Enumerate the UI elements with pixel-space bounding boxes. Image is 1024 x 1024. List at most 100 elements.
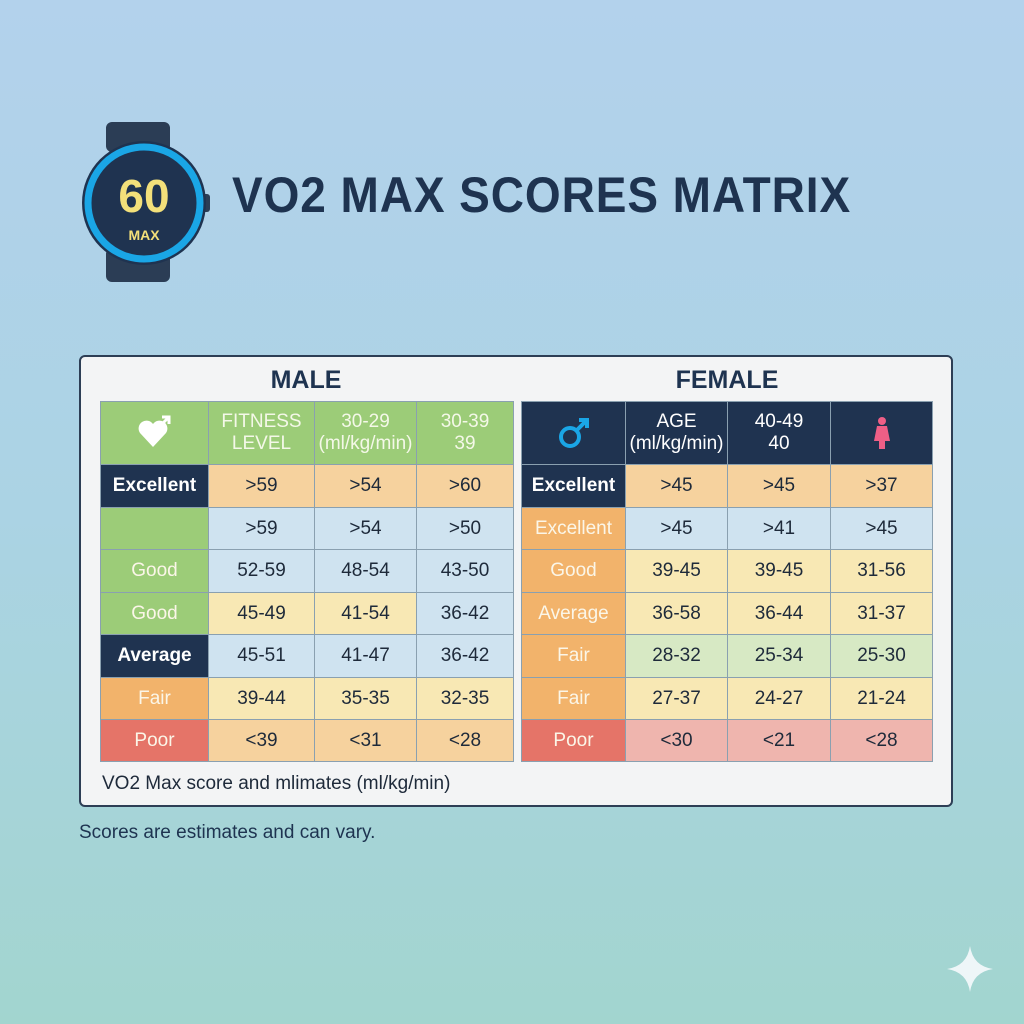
score: 27-37 bbox=[652, 687, 701, 709]
table-cell: >59 bbox=[208, 464, 315, 508]
score: >45 bbox=[865, 517, 898, 539]
table-cell: Good bbox=[100, 549, 209, 593]
table-title: FEMALE bbox=[675, 366, 779, 394]
header-line: (ml/kg/min) bbox=[318, 433, 413, 454]
score: 36-42 bbox=[440, 602, 490, 624]
header-cell: AGE (ml/kg/min) bbox=[625, 401, 728, 465]
table-cell: Poor bbox=[100, 719, 209, 762]
header-line: LEVEL bbox=[231, 433, 292, 454]
table-cell: 52-59 bbox=[208, 549, 315, 593]
header-line: AGE bbox=[656, 411, 697, 432]
score: 31-56 bbox=[857, 560, 906, 581]
score: 43-50 bbox=[440, 560, 490, 581]
table-cell bbox=[100, 507, 209, 550]
header-cell: 40-49 40 bbox=[727, 401, 831, 465]
score: 52-59 bbox=[237, 560, 286, 581]
table-cell: 36-42 bbox=[416, 592, 514, 635]
score: <30 bbox=[660, 729, 693, 751]
table-cell: 48-54 bbox=[314, 549, 417, 593]
row-label: Good bbox=[131, 602, 178, 624]
caption: VO2 Max score and mlimates (ml/kg/min) bbox=[102, 773, 451, 794]
table-cell: <21 bbox=[727, 719, 831, 762]
table-cell: Good bbox=[100, 592, 209, 635]
table-cell: >45 bbox=[625, 464, 728, 508]
table-cell: Poor bbox=[521, 719, 626, 762]
score: 21-24 bbox=[857, 687, 906, 709]
table-cell: 31-37 bbox=[830, 592, 933, 635]
table-cell: Average bbox=[521, 592, 626, 635]
table-cell: Excellent bbox=[521, 507, 626, 550]
row-label: Fair bbox=[138, 687, 171, 709]
table-cell: <39 bbox=[208, 719, 315, 762]
table-cell: 43-50 bbox=[416, 549, 514, 593]
table-cell: 45-49 bbox=[208, 592, 315, 635]
page-title: VO2 MAX SCORES MATRIX bbox=[232, 167, 852, 223]
table-cell: >60 bbox=[416, 464, 514, 508]
score: >45 bbox=[762, 475, 796, 496]
score: 39-45 bbox=[754, 560, 804, 581]
header-line: 39 bbox=[454, 433, 476, 454]
header-cell bbox=[100, 401, 209, 465]
table-cell: 28-32 bbox=[625, 634, 728, 678]
table-cell: 25-34 bbox=[727, 634, 831, 678]
header-line: 30-29 bbox=[341, 411, 390, 432]
score: 41-54 bbox=[341, 602, 390, 624]
score: 31-37 bbox=[857, 602, 906, 624]
header-cell: 30-39 39 bbox=[416, 401, 514, 465]
score: >59 bbox=[245, 517, 278, 539]
score: >59 bbox=[245, 475, 278, 496]
sparkle bbox=[947, 946, 993, 992]
watch-icon: 60 MAX bbox=[82, 122, 210, 282]
header-cell: FITNESS LEVEL bbox=[208, 401, 315, 465]
table-cell: 41-47 bbox=[314, 634, 417, 678]
table-cell: 39-44 bbox=[208, 677, 315, 720]
table-cell: Fair bbox=[521, 677, 626, 720]
table-cell: <30 bbox=[625, 719, 728, 762]
table-cell: 25-30 bbox=[830, 634, 933, 678]
table-cell: <31 bbox=[314, 719, 417, 762]
score: 28-32 bbox=[652, 645, 701, 666]
table-cell: <28 bbox=[416, 719, 514, 762]
header-line: FITNESS bbox=[221, 411, 302, 432]
header-cell bbox=[830, 401, 933, 465]
score: 36-44 bbox=[754, 602, 804, 624]
score: 36-58 bbox=[652, 602, 701, 624]
score: 39-44 bbox=[237, 687, 286, 709]
table-cell: >45 bbox=[625, 507, 728, 550]
score: <21 bbox=[762, 729, 796, 751]
table-cell: Excellent bbox=[521, 464, 626, 508]
table-cell: 36-58 bbox=[625, 592, 728, 635]
table-cell: 35-35 bbox=[314, 677, 417, 720]
row-label: Average bbox=[117, 645, 192, 666]
table-cell: Average bbox=[100, 634, 209, 678]
table-cell: Fair bbox=[100, 677, 209, 720]
table-cell: <28 bbox=[830, 719, 933, 762]
header-line: 40 bbox=[768, 433, 790, 454]
score: 25-30 bbox=[857, 645, 906, 666]
row-label: Fair bbox=[557, 645, 590, 666]
table-cell: >54 bbox=[314, 507, 417, 550]
score: >45 bbox=[660, 475, 693, 496]
watch-value: 60 bbox=[118, 170, 169, 222]
score: <28 bbox=[448, 729, 482, 751]
table-cell: >50 bbox=[416, 507, 514, 550]
header-line: 30-39 bbox=[440, 411, 490, 432]
watch-unit: MAX bbox=[128, 227, 160, 243]
score: >45 bbox=[660, 517, 693, 539]
score: <28 bbox=[865, 729, 898, 751]
table-cell: 36-42 bbox=[416, 634, 514, 678]
score: <31 bbox=[349, 729, 382, 751]
score: 36-42 bbox=[440, 645, 490, 666]
table-cell: >37 bbox=[830, 464, 933, 508]
row-label: Excellent bbox=[112, 475, 197, 496]
row-label: Good bbox=[131, 560, 178, 581]
table-cell: Good bbox=[521, 549, 626, 593]
score: 25-34 bbox=[754, 645, 804, 666]
table-cell: 41-54 bbox=[314, 592, 417, 635]
header-line: 40-49 bbox=[754, 411, 804, 432]
row-label: Excellent bbox=[531, 475, 616, 496]
score: 24-27 bbox=[754, 687, 804, 709]
row-label: Good bbox=[550, 560, 597, 581]
score: >41 bbox=[762, 517, 796, 539]
